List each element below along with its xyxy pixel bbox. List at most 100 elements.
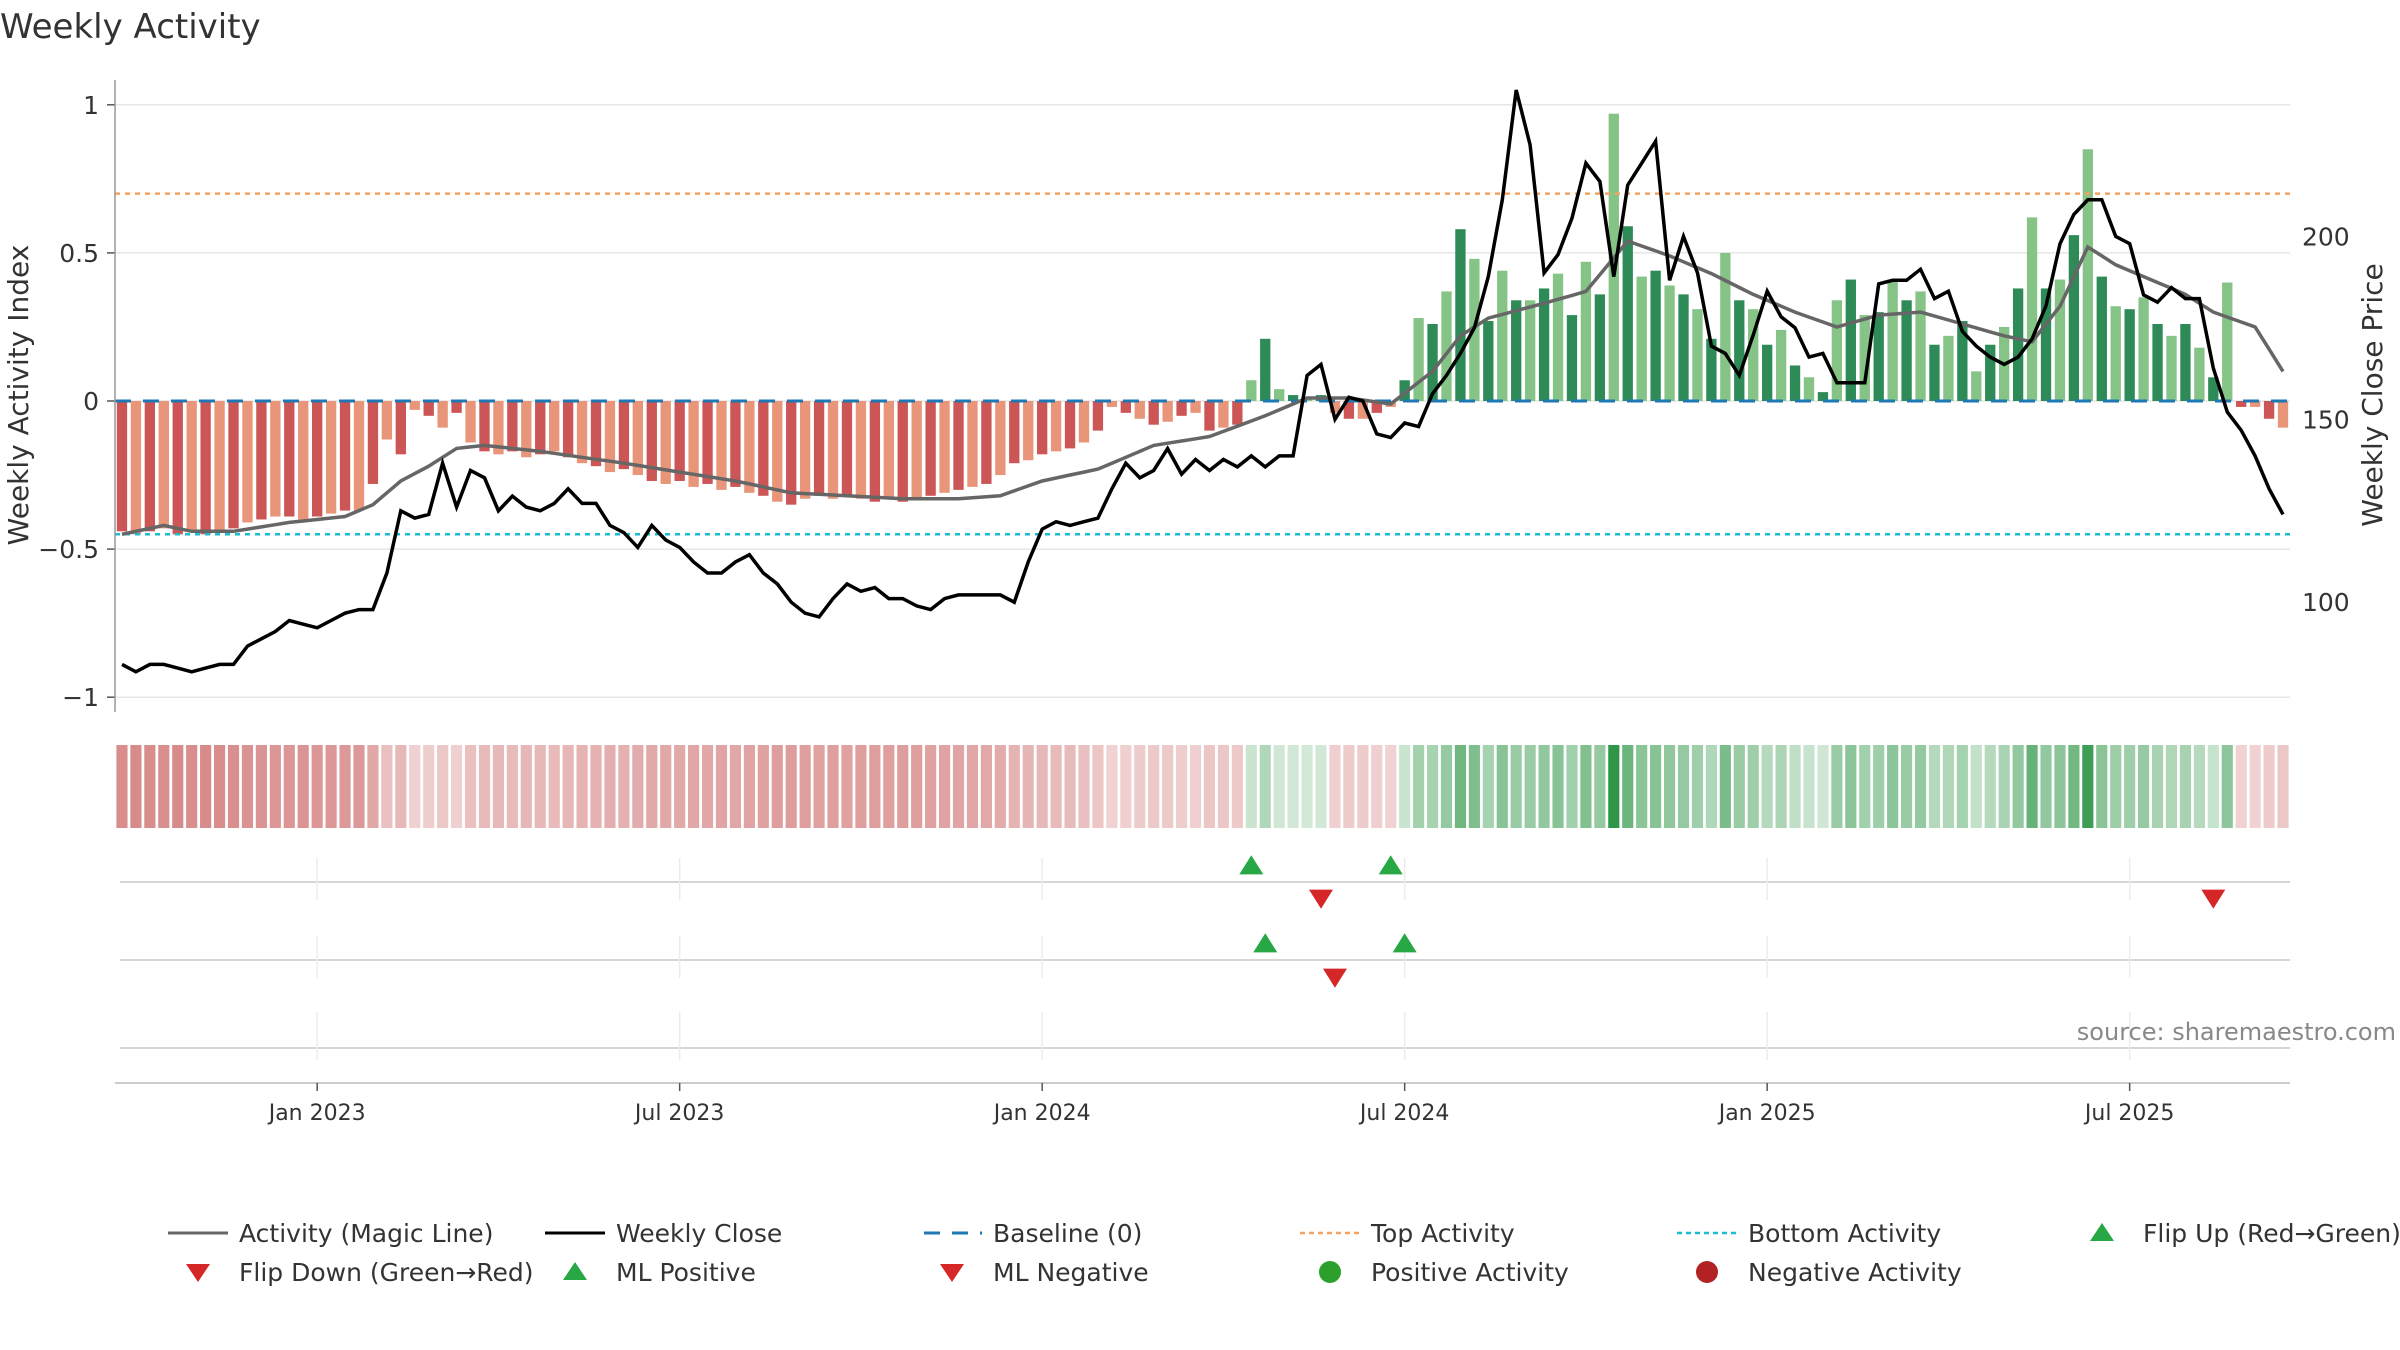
activity-bar xyxy=(1218,401,1229,428)
heat-cell xyxy=(423,745,435,828)
heat-cell xyxy=(1064,745,1076,828)
activity-bar xyxy=(786,401,797,505)
activity-bar xyxy=(2249,401,2261,407)
activity-bar xyxy=(2082,149,2093,401)
heat-cell xyxy=(1134,745,1146,828)
activity-bar xyxy=(284,401,295,517)
flip-up-marker xyxy=(1239,855,1264,875)
heat-cell xyxy=(1273,745,1285,828)
activity-bar xyxy=(353,401,365,511)
heat-cell xyxy=(1371,745,1383,828)
activity-bar xyxy=(1594,294,1606,401)
activity-bar xyxy=(1009,401,1020,464)
legend-label: Activity (Magic Line) xyxy=(239,1219,493,1248)
activity-bar xyxy=(1873,312,1884,401)
activity-bar xyxy=(1524,300,1536,401)
heat-cell xyxy=(1413,745,1425,828)
activity-bar xyxy=(256,401,267,520)
heat-cell xyxy=(576,745,588,828)
activity-bar xyxy=(855,401,867,499)
magic-line-series xyxy=(121,239,2285,537)
heat-cell xyxy=(925,745,937,828)
activity-bar xyxy=(1859,315,1870,401)
activity-bar xyxy=(186,401,197,532)
y-left-tick-label: 1 xyxy=(83,91,99,120)
activity-bar xyxy=(660,401,671,484)
heat-cell xyxy=(897,745,909,828)
heat-cell xyxy=(1287,745,1299,828)
legend-label: Baseline (0) xyxy=(993,1219,1142,1248)
activity-heat-strip xyxy=(116,745,2289,828)
activity-bar xyxy=(1789,365,1801,401)
heat-cell xyxy=(632,745,644,828)
heat-cell xyxy=(172,745,184,828)
heat-cell xyxy=(869,745,881,828)
legend-item: Weekly Close xyxy=(545,1219,782,1248)
legend-item: Top Activity xyxy=(1300,1219,1515,1248)
activity-bar xyxy=(1650,270,1661,401)
legend-label: ML Negative xyxy=(993,1258,1149,1287)
source-note: source: sharemaestro.com xyxy=(2077,1018,2396,1046)
activity-bar xyxy=(702,401,713,484)
heat-cell xyxy=(144,745,156,828)
activity-bar xyxy=(367,401,379,484)
activity-bar xyxy=(339,401,351,511)
heat-cell xyxy=(395,745,407,828)
triangle-up-icon xyxy=(563,1262,587,1280)
activity-bar xyxy=(1622,226,1633,401)
activity-bar xyxy=(1803,377,1815,401)
activity-bar xyxy=(869,401,881,502)
heat-cell xyxy=(688,745,700,828)
heat-cell xyxy=(1580,745,1592,828)
activity-bar xyxy=(1190,401,1201,413)
activity-bar xyxy=(1274,389,1285,401)
heat-cell xyxy=(2124,745,2136,828)
activity-bar xyxy=(1078,401,1090,443)
heat-cell xyxy=(1663,745,1676,828)
heat-cell xyxy=(158,745,170,828)
activity-bar xyxy=(883,401,894,499)
heat-cell xyxy=(799,745,811,828)
activity-bar xyxy=(2096,276,2107,401)
activity-bar xyxy=(1064,401,1076,449)
weekly-close-series xyxy=(121,89,2285,674)
activity-bar xyxy=(1580,261,1592,401)
activity-bar xyxy=(1176,401,1187,416)
activity-bar xyxy=(507,401,518,452)
heat-cell xyxy=(1873,745,1885,828)
heat-cell xyxy=(1078,745,1090,828)
heat-cell xyxy=(2193,745,2205,828)
heat-cell xyxy=(1482,745,1494,828)
legend-label: Positive Activity xyxy=(1371,1258,1569,1287)
activity-bar xyxy=(1455,229,1466,401)
activity-bar xyxy=(1929,344,1940,401)
activity-bar xyxy=(2054,279,2066,401)
activity-bar xyxy=(1483,321,1494,401)
heat-cell xyxy=(2040,745,2052,828)
activity-bar xyxy=(841,401,853,496)
heat-cell xyxy=(353,745,365,828)
activity-bar xyxy=(813,401,825,496)
y-left-tick-label: −0.5 xyxy=(38,535,99,564)
activity-bar xyxy=(799,401,811,499)
heat-cell xyxy=(200,745,212,828)
x-tick-label: Jul 2024 xyxy=(1358,1101,1450,1126)
heat-cell xyxy=(2082,745,2094,828)
activity-bar xyxy=(1092,401,1104,431)
activity-bar xyxy=(1050,401,1062,452)
activity-bar xyxy=(158,401,169,529)
heat-cell xyxy=(283,745,295,828)
activity-bar xyxy=(395,401,406,455)
heat-cell xyxy=(227,745,240,828)
activity-bar xyxy=(2026,217,2038,401)
activity-bar xyxy=(897,401,908,502)
heat-cell xyxy=(966,745,979,828)
heat-cell xyxy=(911,745,923,828)
heat-cell xyxy=(757,745,769,828)
activity-bar xyxy=(214,401,225,532)
heat-cell xyxy=(1343,745,1355,828)
activity-bar xyxy=(911,401,922,499)
activity-bar xyxy=(298,401,309,520)
heat-cell xyxy=(1454,745,1467,828)
activity-bar xyxy=(716,401,727,490)
